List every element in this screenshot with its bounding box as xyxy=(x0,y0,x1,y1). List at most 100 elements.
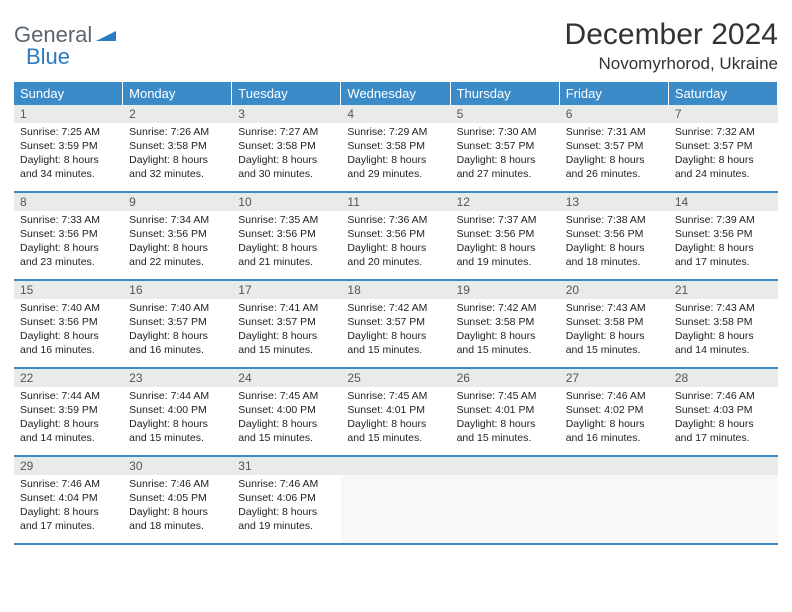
day-number xyxy=(341,457,450,475)
sunset-text: Sunset: 3:56 PM xyxy=(20,316,117,330)
day-info: Sunrise: 7:36 AMSunset: 3:56 PMDaylight:… xyxy=(341,211,450,275)
day-number: 31 xyxy=(232,457,341,475)
sunrise-text: Sunrise: 7:36 AM xyxy=(347,214,444,228)
calendar-cell: 15Sunrise: 7:40 AMSunset: 3:56 PMDayligh… xyxy=(14,281,123,369)
calendar-cell: 9Sunrise: 7:34 AMSunset: 3:56 PMDaylight… xyxy=(123,193,232,281)
calendar-cell: 31Sunrise: 7:46 AMSunset: 4:06 PMDayligh… xyxy=(232,457,341,545)
daylight-text: Daylight: 8 hours and 17 minutes. xyxy=(675,418,772,446)
sunrise-text: Sunrise: 7:45 AM xyxy=(457,390,554,404)
calendar-cell: 19Sunrise: 7:42 AMSunset: 3:58 PMDayligh… xyxy=(451,281,560,369)
sunrise-text: Sunrise: 7:41 AM xyxy=(238,302,335,316)
sunset-text: Sunset: 3:57 PM xyxy=(129,316,226,330)
calendar-cell: 27Sunrise: 7:46 AMSunset: 4:02 PMDayligh… xyxy=(560,369,669,457)
header: General December 2024 Novomyrhorod, Ukra… xyxy=(14,18,778,74)
sunrise-text: Sunrise: 7:46 AM xyxy=(129,478,226,492)
logo-triangle-icon xyxy=(96,27,116,46)
daylight-text: Daylight: 8 hours and 21 minutes. xyxy=(238,242,335,270)
day-number: 27 xyxy=(560,369,669,387)
daylight-text: Daylight: 8 hours and 17 minutes. xyxy=(20,506,117,534)
sunset-text: Sunset: 4:02 PM xyxy=(566,404,663,418)
sunrise-text: Sunrise: 7:43 AM xyxy=(675,302,772,316)
calendar-cell: 13Sunrise: 7:38 AMSunset: 3:56 PMDayligh… xyxy=(560,193,669,281)
day-info: Sunrise: 7:30 AMSunset: 3:57 PMDaylight:… xyxy=(451,123,560,187)
sunrise-text: Sunrise: 7:46 AM xyxy=(20,478,117,492)
sunset-text: Sunset: 3:58 PM xyxy=(129,140,226,154)
daylight-text: Daylight: 8 hours and 24 minutes. xyxy=(675,154,772,182)
sunrise-text: Sunrise: 7:44 AM xyxy=(20,390,117,404)
day-number: 26 xyxy=(451,369,560,387)
sunrise-text: Sunrise: 7:45 AM xyxy=(347,390,444,404)
sunset-text: Sunset: 3:58 PM xyxy=(566,316,663,330)
day-info: Sunrise: 7:46 AMSunset: 4:06 PMDaylight:… xyxy=(232,475,341,539)
day-number: 30 xyxy=(123,457,232,475)
day-number: 10 xyxy=(232,193,341,211)
day-info: Sunrise: 7:27 AMSunset: 3:58 PMDaylight:… xyxy=(232,123,341,187)
day-number: 23 xyxy=(123,369,232,387)
day-number: 20 xyxy=(560,281,669,299)
dow-header: Wednesday xyxy=(341,82,450,105)
day-number: 4 xyxy=(341,105,450,123)
calendar-cell: 2Sunrise: 7:26 AMSunset: 3:58 PMDaylight… xyxy=(123,105,232,193)
sunset-text: Sunset: 3:58 PM xyxy=(238,140,335,154)
day-info: Sunrise: 7:45 AMSunset: 4:01 PMDaylight:… xyxy=(451,387,560,451)
daylight-text: Daylight: 8 hours and 15 minutes. xyxy=(238,418,335,446)
calendar-cell: 16Sunrise: 7:40 AMSunset: 3:57 PMDayligh… xyxy=(123,281,232,369)
daylight-text: Daylight: 8 hours and 19 minutes. xyxy=(238,506,335,534)
calendar-cell: 3Sunrise: 7:27 AMSunset: 3:58 PMDaylight… xyxy=(232,105,341,193)
sunrise-text: Sunrise: 7:40 AM xyxy=(129,302,226,316)
calendar-cell: 29Sunrise: 7:46 AMSunset: 4:04 PMDayligh… xyxy=(14,457,123,545)
calendar-cell: 21Sunrise: 7:43 AMSunset: 3:58 PMDayligh… xyxy=(669,281,778,369)
calendar-cell: 10Sunrise: 7:35 AMSunset: 3:56 PMDayligh… xyxy=(232,193,341,281)
day-info: Sunrise: 7:32 AMSunset: 3:57 PMDaylight:… xyxy=(669,123,778,187)
day-number: 8 xyxy=(14,193,123,211)
sunset-text: Sunset: 4:01 PM xyxy=(457,404,554,418)
sunset-text: Sunset: 3:59 PM xyxy=(20,140,117,154)
calendar-cell xyxy=(341,457,450,545)
day-number: 17 xyxy=(232,281,341,299)
day-info: Sunrise: 7:34 AMSunset: 3:56 PMDaylight:… xyxy=(123,211,232,275)
day-info: Sunrise: 7:35 AMSunset: 3:56 PMDaylight:… xyxy=(232,211,341,275)
daylight-text: Daylight: 8 hours and 15 minutes. xyxy=(347,418,444,446)
daylight-text: Daylight: 8 hours and 17 minutes. xyxy=(675,242,772,270)
title-block: December 2024 Novomyrhorod, Ukraine xyxy=(565,18,778,74)
daylight-text: Daylight: 8 hours and 34 minutes. xyxy=(20,154,117,182)
sunset-text: Sunset: 3:58 PM xyxy=(675,316,772,330)
day-info: Sunrise: 7:33 AMSunset: 3:56 PMDaylight:… xyxy=(14,211,123,275)
day-info: Sunrise: 7:40 AMSunset: 3:56 PMDaylight:… xyxy=(14,299,123,363)
dow-header: Thursday xyxy=(451,82,560,105)
day-number xyxy=(451,457,560,475)
daylight-text: Daylight: 8 hours and 16 minutes. xyxy=(20,330,117,358)
calendar-cell: 30Sunrise: 7:46 AMSunset: 4:05 PMDayligh… xyxy=(123,457,232,545)
day-info: Sunrise: 7:46 AMSunset: 4:02 PMDaylight:… xyxy=(560,387,669,451)
day-info: Sunrise: 7:25 AMSunset: 3:59 PMDaylight:… xyxy=(14,123,123,187)
day-number: 21 xyxy=(669,281,778,299)
sunset-text: Sunset: 4:00 PM xyxy=(129,404,226,418)
day-info: Sunrise: 7:45 AMSunset: 4:00 PMDaylight:… xyxy=(232,387,341,451)
calendar-cell: 18Sunrise: 7:42 AMSunset: 3:57 PMDayligh… xyxy=(341,281,450,369)
sunrise-text: Sunrise: 7:43 AM xyxy=(566,302,663,316)
calendar-cell: 11Sunrise: 7:36 AMSunset: 3:56 PMDayligh… xyxy=(341,193,450,281)
dow-header: Saturday xyxy=(669,82,778,105)
day-info: Sunrise: 7:43 AMSunset: 3:58 PMDaylight:… xyxy=(560,299,669,363)
sunset-text: Sunset: 4:04 PM xyxy=(20,492,117,506)
daylight-text: Daylight: 8 hours and 15 minutes. xyxy=(238,330,335,358)
sunset-text: Sunset: 3:57 PM xyxy=(566,140,663,154)
calendar-cell xyxy=(451,457,560,545)
sunset-text: Sunset: 3:57 PM xyxy=(457,140,554,154)
daylight-text: Daylight: 8 hours and 15 minutes. xyxy=(457,330,554,358)
sunset-text: Sunset: 4:00 PM xyxy=(238,404,335,418)
daylight-text: Daylight: 8 hours and 26 minutes. xyxy=(566,154,663,182)
sunset-text: Sunset: 3:57 PM xyxy=(238,316,335,330)
day-number: 19 xyxy=(451,281,560,299)
daylight-text: Daylight: 8 hours and 18 minutes. xyxy=(566,242,663,270)
sunset-text: Sunset: 3:58 PM xyxy=(457,316,554,330)
day-info: Sunrise: 7:41 AMSunset: 3:57 PMDaylight:… xyxy=(232,299,341,363)
day-number: 12 xyxy=(451,193,560,211)
daylight-text: Daylight: 8 hours and 16 minutes. xyxy=(566,418,663,446)
calendar-cell: 17Sunrise: 7:41 AMSunset: 3:57 PMDayligh… xyxy=(232,281,341,369)
calendar-cell: 20Sunrise: 7:43 AMSunset: 3:58 PMDayligh… xyxy=(560,281,669,369)
sunrise-text: Sunrise: 7:34 AM xyxy=(129,214,226,228)
page-title: December 2024 xyxy=(565,18,778,52)
day-number: 14 xyxy=(669,193,778,211)
daylight-text: Daylight: 8 hours and 15 minutes. xyxy=(457,418,554,446)
